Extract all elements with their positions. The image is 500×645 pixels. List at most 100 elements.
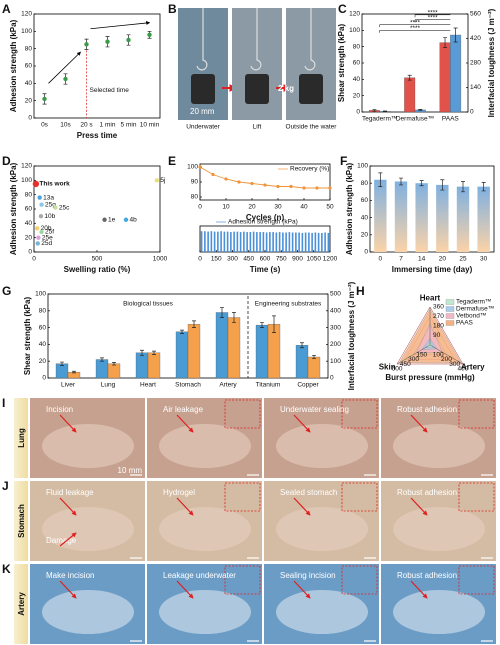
tissue — [159, 507, 251, 551]
inset — [224, 482, 261, 512]
y-tick-label: 0 — [42, 375, 46, 382]
error-bar — [443, 37, 448, 48]
data-point — [35, 241, 40, 246]
spike — [314, 232, 317, 252]
bar — [436, 184, 449, 252]
tissue — [393, 590, 485, 634]
legend-label: Dermafuse™ — [456, 306, 494, 313]
y-tick-label: 90 — [191, 179, 199, 186]
x-tick-label: Stomach — [175, 382, 201, 389]
x-tick-label: 10 — [222, 204, 230, 211]
bar — [456, 186, 470, 252]
error-bar — [72, 370, 76, 374]
error-bar — [192, 320, 196, 328]
photo-caption: Underwater — [186, 124, 220, 131]
spike — [213, 231, 216, 252]
inset — [224, 565, 261, 595]
spike — [226, 231, 229, 252]
y-tick-label: 60 — [353, 60, 361, 67]
bar — [255, 324, 269, 379]
spike — [295, 232, 297, 252]
x-tick-label: 7 — [399, 256, 403, 263]
photo-label: Make incision — [46, 571, 94, 580]
data-point — [263, 183, 267, 187]
arrow — [59, 414, 77, 433]
panel-letter: H — [356, 284, 365, 298]
y2-tick-label: 500 — [330, 291, 341, 298]
data-point — [34, 226, 40, 231]
arrow — [176, 497, 194, 516]
x-tick-label: 300 — [227, 256, 238, 263]
x-tick-label: 25 — [459, 256, 467, 263]
spike — [200, 231, 203, 252]
panel-letter: J — [2, 479, 9, 493]
data-point — [126, 37, 131, 43]
bar — [95, 359, 109, 379]
error-bar — [419, 180, 424, 187]
spike — [217, 231, 219, 252]
bar — [439, 42, 451, 113]
bar — [374, 179, 387, 252]
spike — [321, 232, 323, 252]
point-label: This work — [39, 181, 70, 188]
y-tick-label: 0 — [28, 249, 32, 256]
photo-label: Leakage underwater — [163, 571, 236, 580]
y2-tick-label: 200 — [330, 341, 341, 348]
spike — [308, 232, 310, 252]
bar — [227, 317, 241, 379]
y-tick-label: 20 — [25, 97, 33, 104]
x-tick-label: Copper — [297, 382, 319, 389]
legend-swatch — [445, 313, 455, 319]
y-tick-label: 20 — [25, 234, 33, 241]
x-tick-label: 1200 — [323, 256, 338, 263]
tissue — [42, 424, 134, 468]
x-tick-label: 900 — [292, 256, 303, 263]
bar — [187, 324, 201, 379]
data-point — [32, 180, 40, 188]
radar-tick-label: 450 — [400, 361, 411, 368]
bar — [175, 331, 189, 379]
y-axis-label: Adhesion strength (kPa) — [9, 162, 18, 255]
spike — [246, 232, 248, 252]
side-band — [14, 564, 28, 644]
data-point — [289, 184, 293, 189]
panel-letter: D — [2, 154, 11, 168]
spike — [301, 232, 304, 252]
arrow — [90, 21, 151, 30]
legend-label: PAAS — [456, 320, 474, 327]
scale-label: 10 mm — [118, 466, 143, 475]
y2-axis-label: Interfacial toughness (J m⁻²) — [347, 281, 356, 390]
y-tick-label: 20 — [39, 358, 47, 365]
x-axis-label: Immersing time (day) — [392, 265, 473, 274]
inset — [341, 399, 378, 429]
y2-tick-label: 0 — [470, 109, 474, 116]
data-point — [37, 195, 42, 200]
error-bar — [453, 27, 458, 43]
legend-label: Vetbond™ — [456, 313, 486, 320]
spike — [278, 232, 281, 252]
inset — [458, 565, 495, 595]
spike — [236, 231, 239, 252]
photo-label: Incision — [46, 405, 73, 414]
y-tick-label: 100 — [21, 28, 32, 35]
data-point — [302, 186, 306, 190]
weight — [299, 74, 323, 104]
radar-axis-label: Skin — [379, 363, 396, 372]
panel-letter: E — [168, 154, 176, 168]
photo-label: Air leakage — [163, 405, 204, 414]
legend-swatch — [445, 306, 455, 312]
bar — [107, 363, 121, 379]
tissue — [276, 507, 368, 551]
x-axis-label: Swelling ratio (%) — [64, 265, 131, 274]
arrow — [59, 532, 77, 547]
side-band — [14, 481, 28, 561]
y-tick-label: 0 — [364, 249, 368, 256]
spike — [256, 232, 258, 252]
x-tick-label: 750 — [276, 256, 287, 263]
arrow — [293, 497, 311, 516]
photo-label: Underwater sealing — [280, 405, 349, 414]
inset — [341, 482, 378, 512]
spike — [317, 232, 320, 252]
